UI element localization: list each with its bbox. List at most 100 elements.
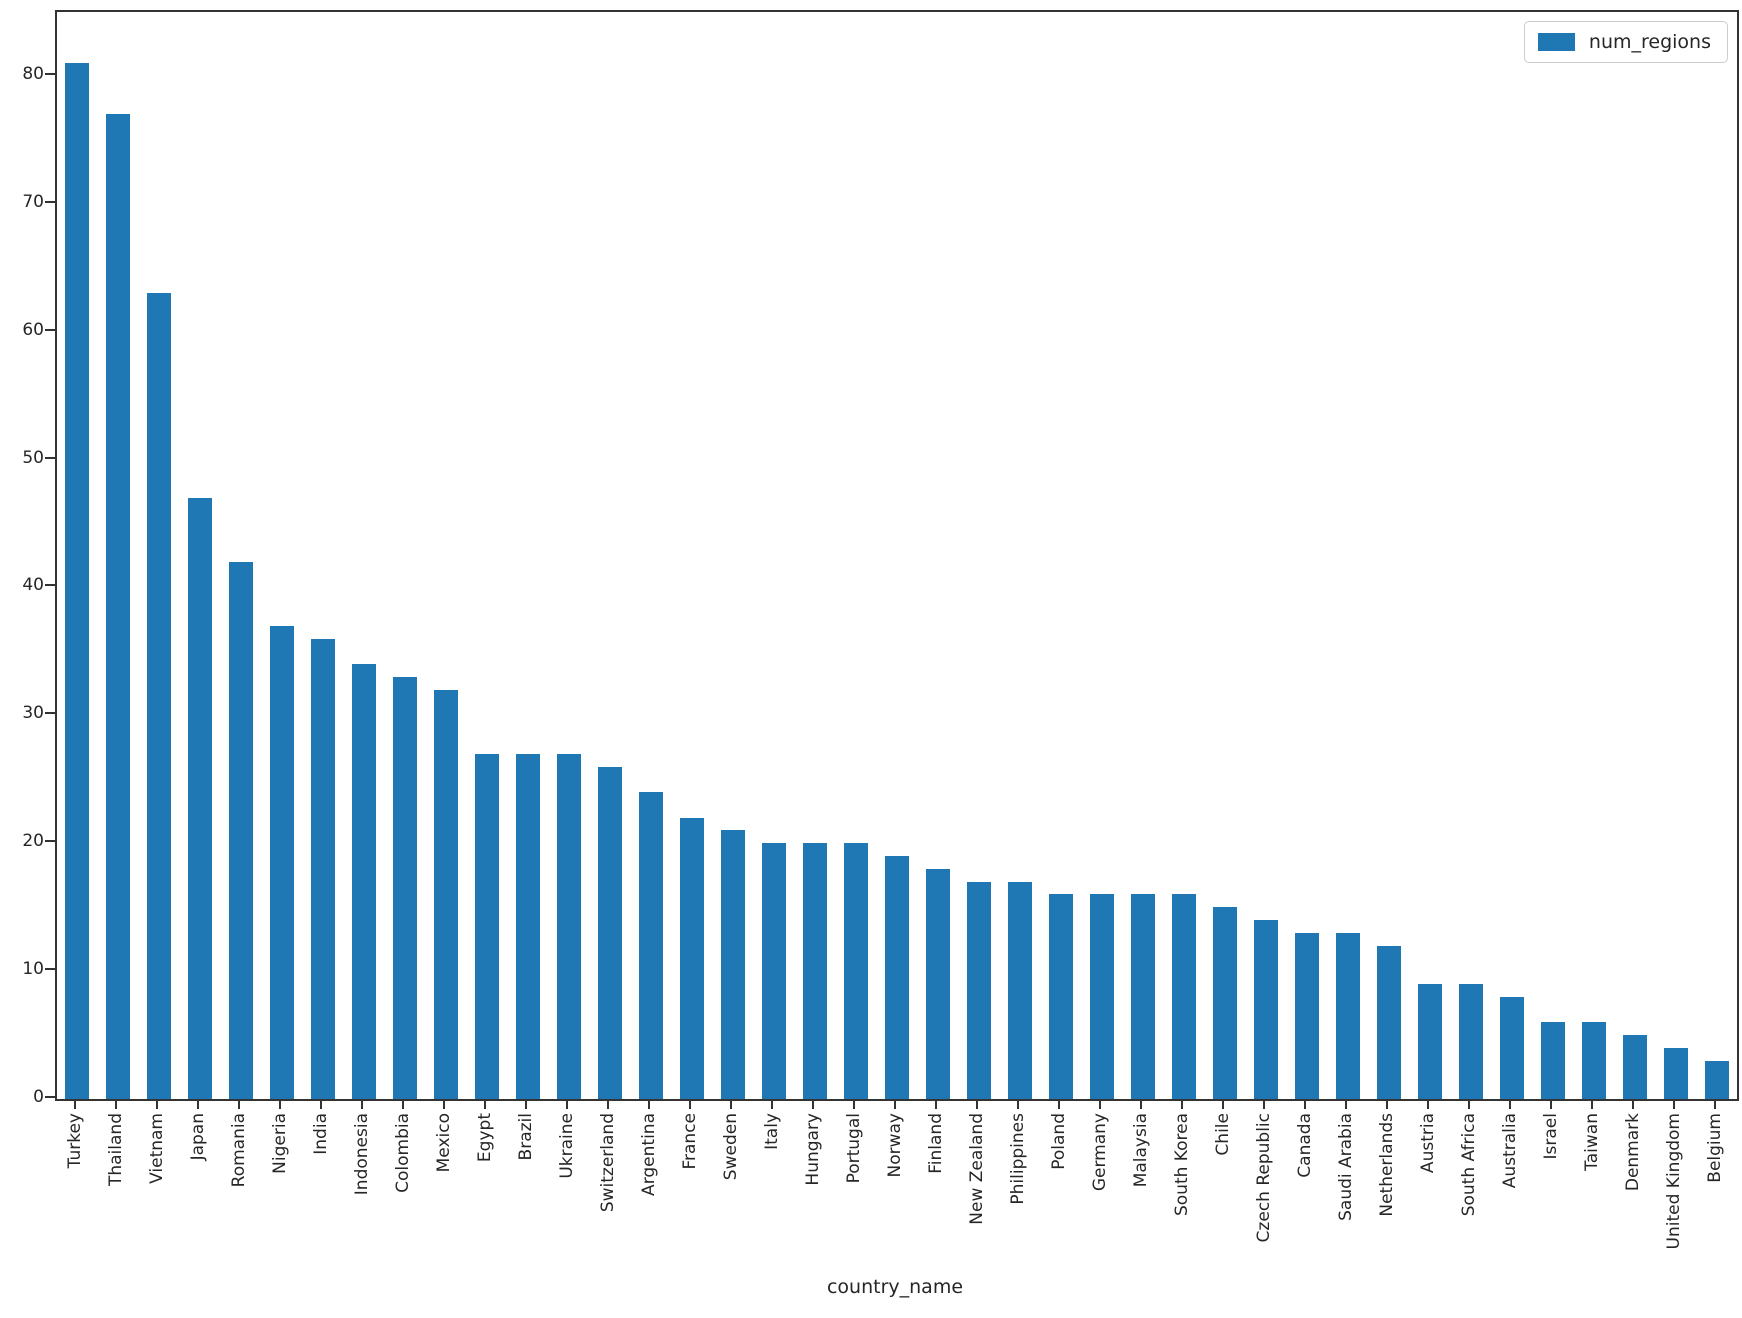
y-tick-mark (45, 840, 55, 843)
x-tick-mark (1057, 1099, 1060, 1109)
bar-japan (188, 497, 213, 1099)
x-tick-label: South Africa (1458, 1113, 1479, 1217)
x-tick-mark (74, 1099, 77, 1109)
bar-switzerland (598, 766, 623, 1099)
x-tick-mark (1467, 1099, 1470, 1109)
bar-colombia (393, 677, 418, 1099)
x-tick-mark (566, 1099, 569, 1109)
x-tick-label: Nigeria (270, 1113, 291, 1174)
bar-india (311, 638, 336, 1099)
x-tick-label: Thailand (106, 1113, 127, 1187)
x-tick-label: Finland (925, 1113, 946, 1174)
bar-indonesia (352, 664, 377, 1099)
x-tick-label: Norway (885, 1113, 905, 1178)
x-tick-label: Taiwan (1581, 1113, 1602, 1171)
x-tick-label: Egypt (475, 1113, 496, 1163)
x-tick-mark (648, 1099, 651, 1109)
bar-vietnam (147, 293, 172, 1099)
x-tick-mark (689, 1099, 692, 1109)
x-tick-mark (894, 1099, 896, 1109)
x-tick-mark (1016, 1099, 1019, 1109)
x-tick-mark (1713, 1099, 1716, 1109)
bar-germany (1089, 894, 1114, 1099)
y-tick-label: 50 (22, 447, 44, 468)
x-tick-mark (197, 1099, 200, 1109)
x-tick-label: Argentina (639, 1113, 660, 1196)
x-tick-label: Israel (1540, 1113, 1561, 1160)
x-tick-label: Poland (1048, 1113, 1069, 1170)
x-tick-mark (525, 1099, 528, 1109)
x-tick-label: Malaysia (1130, 1113, 1151, 1188)
x-tick-label: Mexico (434, 1113, 455, 1173)
y-tick-label: 0 (33, 1087, 44, 1107)
x-tick-label: Chile (1212, 1113, 1233, 1156)
x-tick-label: Japan (188, 1113, 209, 1161)
x-tick-label: Philippines (1007, 1113, 1028, 1205)
x-tick-label: Vietnam (147, 1113, 168, 1184)
x-tick-mark (402, 1099, 405, 1109)
x-tick-label: Portugal (844, 1113, 865, 1184)
y-tick-mark (45, 712, 55, 715)
y-tick-mark (45, 968, 55, 971)
x-tick-mark (1590, 1099, 1593, 1109)
legend-swatch-icon (1537, 33, 1575, 51)
bar-south-africa (1458, 983, 1483, 1099)
x-tick-mark (975, 1099, 978, 1109)
bar-new-zealand (966, 881, 991, 1099)
x-tick-label: Saudi Arabia (1335, 1113, 1356, 1221)
x-tick-label: Colombia (393, 1113, 414, 1193)
legend-label: num_regions (1588, 31, 1711, 53)
y-tick-label: 20 (22, 831, 44, 852)
x-tick-label: Netherlands (1376, 1113, 1397, 1217)
bar-netherlands (1376, 945, 1401, 1099)
bar-ukraine (557, 753, 582, 1099)
x-tick-label: Turkey (65, 1113, 86, 1169)
y-tick-label: 60 (22, 319, 44, 340)
bar-sweden (721, 830, 746, 1099)
x-tick-label: France (680, 1113, 701, 1170)
bar-turkey (65, 63, 90, 1099)
x-tick-label: Ukraine (557, 1113, 578, 1179)
bar-malaysia (1130, 894, 1155, 1099)
bar-egypt (475, 753, 500, 1099)
x-tick-mark (1139, 1099, 1142, 1109)
bar-argentina (639, 792, 664, 1099)
x-tick-mark (361, 1099, 364, 1109)
bar-thailand (106, 114, 131, 1099)
x-tick-mark (1508, 1099, 1511, 1109)
y-tick-mark (45, 1096, 55, 1098)
bar-chile (1212, 907, 1237, 1099)
x-tick-label: Denmark (1622, 1113, 1643, 1192)
plot-area: num_regions (55, 10, 1739, 1101)
x-tick-mark (1426, 1099, 1429, 1109)
x-tick-label: Canada (1294, 1113, 1315, 1178)
x-tick-mark (607, 1099, 610, 1109)
bar-romania (229, 561, 254, 1099)
x-tick-mark (1385, 1099, 1388, 1109)
bar-mexico (434, 689, 459, 1099)
bar-philippines (1007, 881, 1032, 1099)
x-tick-label: Italy (762, 1113, 783, 1150)
y-tick-label: 40 (22, 575, 44, 596)
bar-united-kingdom (1663, 1047, 1688, 1099)
x-tick-label: Belgium (1704, 1113, 1725, 1183)
bar-norway (885, 856, 909, 1099)
y-tick-label: 30 (22, 703, 44, 724)
bar-nigeria (270, 625, 295, 1099)
x-tick-mark (1303, 1099, 1306, 1109)
x-tick-label: New Zealand (966, 1113, 987, 1225)
x-tick-mark (443, 1099, 446, 1109)
x-tick-label: Switzerland (598, 1113, 619, 1213)
x-tick-label: Australia (1499, 1113, 1520, 1189)
bar-israel (1540, 1022, 1565, 1099)
legend: num_regions (1523, 21, 1728, 63)
x-tick-label: Romania (229, 1113, 250, 1188)
bar-saudi-arabia (1335, 932, 1360, 1099)
x-tick-mark (730, 1099, 733, 1109)
bar-denmark (1622, 1035, 1647, 1099)
x-tick-mark (238, 1099, 241, 1109)
x-tick-label: Brazil (516, 1113, 537, 1161)
bar-italy (762, 843, 787, 1099)
bar-portugal (844, 843, 869, 1099)
y-tick-mark (45, 584, 55, 587)
